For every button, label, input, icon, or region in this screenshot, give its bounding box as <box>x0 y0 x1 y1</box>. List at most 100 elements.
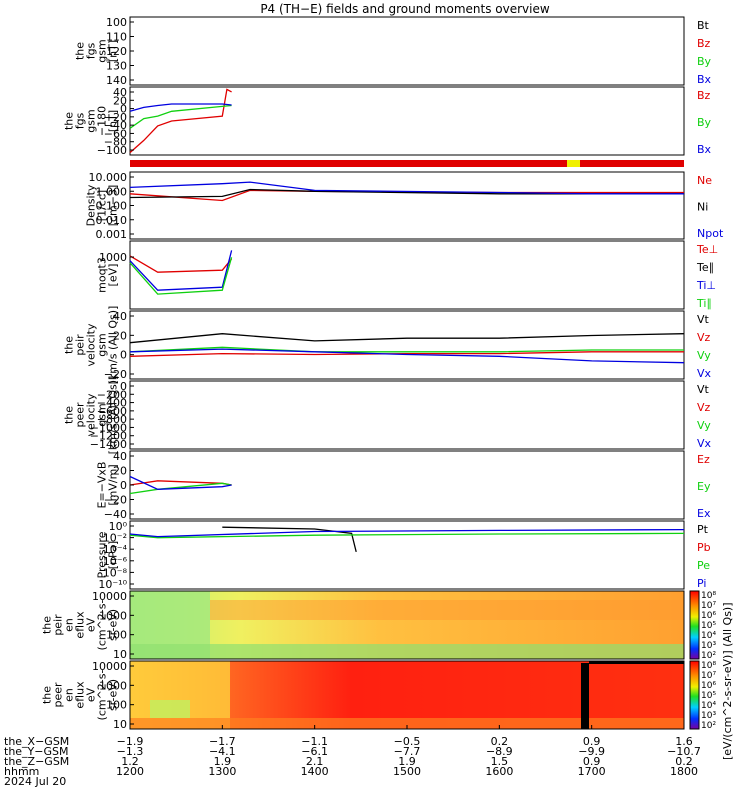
y-label-fgs-hr: fgs <box>74 112 87 129</box>
panel-legends: Bt Bz By Bx Bz By Bx Ne Ni Npot Te⊥ Te∥ Ti⊥ Ti∥ Vt Vz Vy… <box>696 19 724 590</box>
colorbar-tick: 10³ <box>701 641 716 651</box>
y-label-fgs-hr: −180 <box>96 106 109 136</box>
mode-bar-red <box>130 160 684 167</box>
y-tick-density-1: 1.000 <box>96 185 128 198</box>
panel-fgs-hr-frame <box>129 86 685 156</box>
y-tick-peir-spec-0: 10000 <box>92 590 127 603</box>
legend-temperature-1: Te∥ <box>696 261 714 274</box>
colorbar-tick: 10⁴ <box>701 701 716 711</box>
y-label-peer-spec: peer <box>52 682 65 708</box>
y-label-peer-spec: the <box>41 686 54 704</box>
x-tick-label: −4.1 <box>209 745 236 758</box>
x-tick-label: 1500 <box>393 765 421 778</box>
y-tick-density-0: 10.000 <box>89 171 128 184</box>
x-tick-label: −7.7 <box>394 745 421 758</box>
x-axis-labels: the_X−GSM −1.9 −1.7 −1.1 −0.5 0.2 0.9 1.6 the_Y−… <box>4 725 701 788</box>
panel-fgs-frame <box>129 16 685 86</box>
y-label-peir-spec: eflux <box>74 611 87 639</box>
y-label-peer-velocity: [km/s (All Qs)] <box>107 376 120 455</box>
y-tick-density-4: 0.001 <box>96 228 128 241</box>
legend-pressure-3: Pi <box>697 577 706 590</box>
colorbar-top <box>689 590 700 660</box>
y-label-velocity: [km/s (All Qs)] <box>107 306 120 385</box>
mode-bar-yellow <box>567 160 580 167</box>
legend-peer-velocity-2: Vy <box>697 419 711 432</box>
y-label-fgs: gsm <box>96 39 109 62</box>
legend-fgs-hr-0: Bz <box>697 89 711 102</box>
y-tick-efield-4: −40 <box>104 508 127 521</box>
series-Npot <box>129 181 684 195</box>
y-tick-labels: 10011012013014040200−20−40−60−80−10010.0… <box>89 16 134 731</box>
date-label: 2024 Jul 20 <box>4 775 66 788</box>
y-tick-fgs-0: 100 <box>106 16 127 29</box>
x-tick-label: 1300 <box>208 765 236 778</box>
x-row-name: the_Y−GSM <box>4 745 69 758</box>
y-label-peer-spec: sr-eV) <box>107 679 120 711</box>
x-tick-label: 1600 <box>485 765 513 778</box>
y-tick-peer-spec-1: 1000 <box>99 679 127 692</box>
series-Pe <box>129 532 685 539</box>
y-tick-pressure-1: 10⁻² <box>103 532 127 545</box>
y-label-velocity: the <box>63 336 76 354</box>
plot-lines <box>129 88 685 553</box>
series-By <box>129 104 232 129</box>
y-tick-fgs-2: 120 <box>106 45 127 58</box>
colorbar-tick: 10⁷ <box>701 671 716 681</box>
y-label-peir-spec: (cm^2-s- <box>96 600 109 651</box>
y-label-peer-spec: (cm^2-s- <box>96 670 109 721</box>
y-tick-fgs-hr-7: −100 <box>97 144 127 157</box>
colorbar-tick: 10⁸ <box>701 591 716 601</box>
colorbar-tick: 10² <box>701 651 716 661</box>
series-Vx <box>129 348 685 364</box>
x-tick-label: 1.6 <box>675 735 693 748</box>
y-tick-temperature-0: 1000 <box>99 251 127 264</box>
panel-pressure-frame <box>129 520 685 590</box>
panel-efield-frame <box>129 450 685 520</box>
y-tick-fgs-hr-6: −80 <box>104 136 127 149</box>
y-tick-fgs-hr-0: 40 <box>113 86 127 99</box>
y-tick-density-3: 0.010 <box>96 214 128 227</box>
y-tick-peer-velocity-1: −200 <box>97 388 127 401</box>
colorbar-bottom <box>689 660 700 730</box>
y-label-efield: E=−VxB <box>96 462 109 509</box>
y-tick-peer-velocity-6: −1200 <box>90 430 127 443</box>
y-tick-velocity-2: 0 <box>120 349 127 362</box>
legend-fgs-hr-1: By <box>697 116 712 129</box>
y-label-fgs: the <box>74 42 87 60</box>
panel-frames <box>129 16 685 590</box>
x-tick-label: 1200 <box>116 765 144 778</box>
x-tick-label: 1800 <box>670 765 698 778</box>
y-label-fgs-hr: [nT] <box>107 110 120 132</box>
y-tick-fgs-hr-1: 20 <box>113 94 127 107</box>
peir-spectrogram <box>129 590 685 660</box>
y-tick-velocity-3: −20 <box>104 368 127 381</box>
series-Ey <box>129 482 232 495</box>
y-tick-fgs-1: 110 <box>106 31 127 44</box>
peer-spectrogram <box>129 660 685 730</box>
y-tick-fgs-3: 130 <box>106 60 127 73</box>
x-tick-label: −0.5 <box>394 735 421 748</box>
mode-bar <box>130 160 684 167</box>
x-tick-label: 1.9 <box>398 755 416 768</box>
y-label-fgs-hr: gsm <box>85 109 98 132</box>
y-label-velocity: gsm <box>96 333 109 356</box>
x-row-name: the_X−GSM <box>4 735 69 748</box>
y-tick-peer-velocity-2: −400 <box>97 397 127 410</box>
panel-temperature-frame <box>129 240 685 310</box>
y-label-peir-spec: en <box>63 618 76 632</box>
legend-velocity-0: Vt <box>697 313 710 326</box>
series-Vt <box>129 333 685 344</box>
colorbar-tick: 10⁷ <box>701 601 716 611</box>
x-tick-label: 1.9 <box>214 755 232 768</box>
plot-title: P4 (TH−E) fields and ground moments over… <box>260 2 550 16</box>
colorbar-tick: 10⁵ <box>701 691 716 701</box>
y-label-velocity: peir <box>74 334 87 356</box>
legend-temperature-3: Ti∥ <box>696 297 712 310</box>
y-label-peer-spec: eflux <box>74 681 87 709</box>
y-label-peer-velocity: the <box>63 406 76 424</box>
legend-density-2: Npot <box>697 227 724 240</box>
legend-peer-velocity-1: Vz <box>697 401 711 414</box>
legend-peer-velocity-0: Vt <box>697 383 710 396</box>
x-tick-label: 1.2 <box>121 755 139 768</box>
y-tick-peir-spec-2: 100 <box>106 629 127 642</box>
